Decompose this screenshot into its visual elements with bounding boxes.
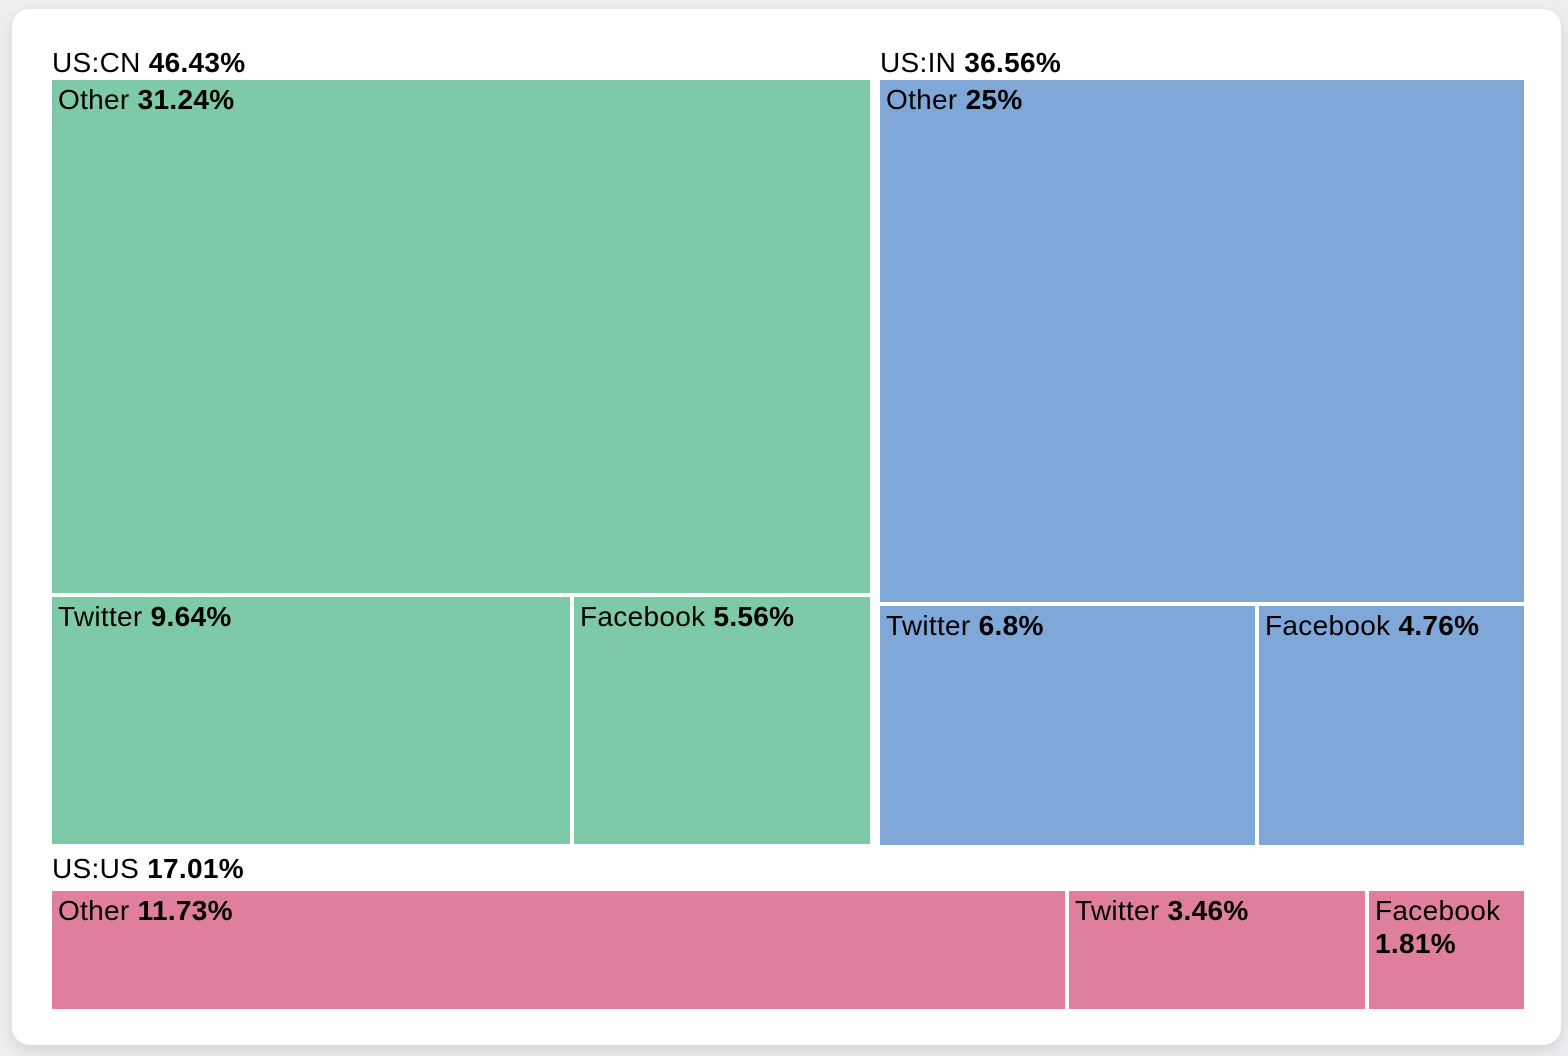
- cell-name: Twitter: [1075, 895, 1160, 926]
- treemap-cell-us-in-twitter[interactable]: Twitter 6.8%: [880, 606, 1255, 845]
- group-header-us-in: US:IN 36.56%: [880, 46, 1061, 79]
- cell-label: Facebook 5.56%: [580, 600, 862, 633]
- cell-name: Facebook: [1375, 895, 1501, 926]
- group-share: 36.56%: [964, 47, 1062, 78]
- group-share: 46.43%: [148, 47, 246, 78]
- cell-name: Other: [58, 84, 130, 115]
- cell-name: Facebook: [580, 601, 706, 632]
- treemap-cell-us-cn-twitter[interactable]: Twitter 9.64%: [52, 597, 570, 844]
- cell-share: 3.46%: [1167, 895, 1249, 926]
- cell-share: 25%: [965, 84, 1023, 115]
- group-label: US:IN: [880, 47, 957, 78]
- cell-share: 11.73%: [137, 895, 233, 926]
- group-label: US:CN: [52, 47, 141, 78]
- group-header-us-cn: US:CN 46.43%: [52, 46, 245, 79]
- cell-label: Other 25%: [886, 83, 1516, 116]
- cell-label: Twitter 6.8%: [886, 609, 1247, 642]
- cell-name: Facebook: [1265, 610, 1391, 641]
- cell-label: Facebook 4.76%: [1265, 609, 1516, 642]
- treemap-card: US:CN 46.43% US:IN 36.56% US:US 17.01% Othe…: [12, 9, 1561, 1045]
- group-header-us-us: US:US 17.01%: [52, 852, 244, 885]
- treemap-cell-us-us-facebook[interactable]: Facebook1.81%: [1369, 891, 1524, 1009]
- treemap-cell-us-cn-other[interactable]: Other 31.24%: [52, 80, 870, 593]
- cell-name: Twitter: [58, 601, 143, 632]
- group-share: 17.01%: [147, 853, 244, 884]
- group-label: US:US: [52, 853, 140, 884]
- cell-share: 1.81%: [1375, 928, 1456, 959]
- cell-name: Twitter: [886, 610, 971, 641]
- cell-label: Twitter 9.64%: [58, 600, 562, 633]
- cell-label: Facebook1.81%: [1375, 894, 1516, 960]
- cell-share: 5.56%: [713, 601, 795, 632]
- treemap-chart: US:CN 46.43% US:IN 36.56% US:US 17.01% Othe…: [52, 46, 1524, 1014]
- treemap-cell-us-cn-facebook[interactable]: Facebook 5.56%: [574, 597, 870, 844]
- cell-share: 4.76%: [1398, 610, 1480, 641]
- treemap-cell-us-us-twitter[interactable]: Twitter 3.46%: [1069, 891, 1365, 1009]
- treemap-cell-us-in-facebook[interactable]: Facebook 4.76%: [1259, 606, 1524, 845]
- cell-label: Other 11.73%: [58, 894, 1057, 927]
- treemap-cell-us-us-other[interactable]: Other 11.73%: [52, 891, 1065, 1009]
- cell-name: Other: [886, 84, 958, 115]
- cell-share: 31.24%: [137, 84, 235, 115]
- cell-share: 6.8%: [978, 610, 1044, 641]
- cell-name: Other: [58, 895, 130, 926]
- treemap-cell-us-in-other[interactable]: Other 25%: [880, 80, 1524, 602]
- cell-label: Other 31.24%: [58, 83, 862, 116]
- cell-label: Twitter 3.46%: [1075, 894, 1357, 927]
- cell-share: 9.64%: [150, 601, 232, 632]
